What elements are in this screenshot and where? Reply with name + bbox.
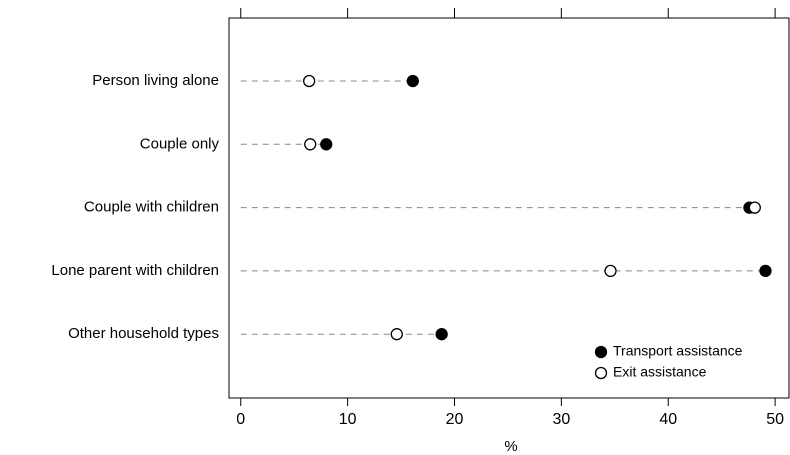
x-axis-label: % bbox=[504, 438, 517, 455]
dot bbox=[604, 264, 617, 278]
dot bbox=[303, 74, 316, 88]
dot bbox=[390, 328, 403, 341]
legend-marker bbox=[594, 345, 608, 359]
x-tick-label: 0 bbox=[236, 411, 245, 428]
x-tick-label: 10 bbox=[339, 411, 357, 428]
dot bbox=[406, 74, 419, 88]
y-tick-label: Other household types bbox=[68, 325, 219, 342]
dot bbox=[435, 328, 448, 341]
x-tick-label: 40 bbox=[659, 411, 677, 428]
dot bbox=[320, 138, 333, 151]
y-tick-label: Lone parent with children bbox=[51, 262, 219, 279]
plot-frame bbox=[228, 17, 790, 399]
x-tick-label: 20 bbox=[446, 411, 464, 428]
y-tick-label: Couple only bbox=[140, 135, 220, 152]
dot bbox=[304, 138, 317, 151]
legend-marker bbox=[594, 366, 608, 380]
y-tick-label: Couple with children bbox=[84, 199, 219, 216]
dot bbox=[748, 201, 761, 214]
x-tick-label: 50 bbox=[766, 411, 784, 428]
dot bbox=[759, 264, 772, 278]
y-tick-label: Person living alone bbox=[92, 72, 219, 89]
legend-label: Transport assistance bbox=[613, 343, 743, 359]
x-tick-label: 30 bbox=[552, 411, 570, 428]
legend-label: Exit assistance bbox=[613, 364, 707, 380]
